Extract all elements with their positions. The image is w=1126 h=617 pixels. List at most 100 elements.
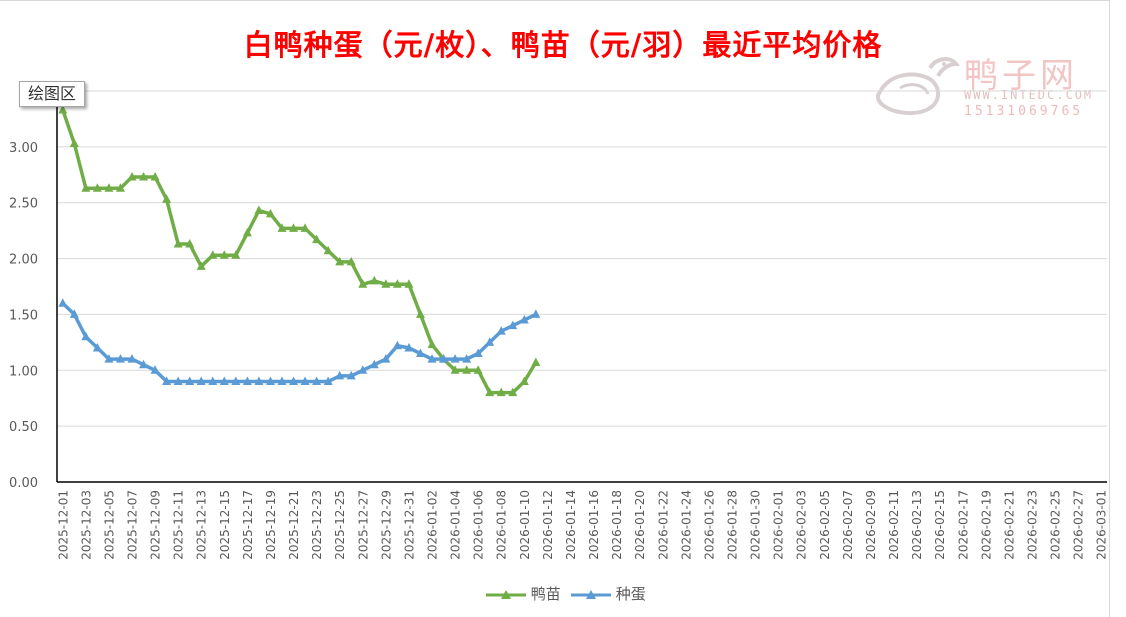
x-tick-label: 2026-01-18	[610, 490, 624, 560]
data-point-duckling	[450, 365, 460, 374]
data-point-egg	[496, 326, 506, 335]
data-point-duckling	[242, 227, 252, 237]
y-tick-label: 2.50	[9, 197, 38, 212]
legend-egg-marker-icon	[571, 589, 611, 599]
data-point-egg	[508, 320, 518, 330]
data-point-duckling	[346, 256, 356, 266]
x-tick-label: 2026-01-20	[633, 490, 647, 560]
legend[interactable]: 鸭苗 种蛋	[0, 584, 1126, 604]
data-point-duckling	[150, 172, 160, 181]
legend-duckling-label: 鸭苗	[530, 585, 561, 603]
data-point-egg	[392, 340, 402, 350]
data-point-egg	[427, 354, 437, 363]
data-point-egg	[289, 376, 299, 385]
y-tick-label: 3.00	[9, 141, 38, 156]
data-point-egg	[58, 298, 68, 307]
x-tick-label: 2026-02-17	[956, 490, 970, 560]
data-point-egg	[150, 365, 160, 374]
x-tick-label: 2026-03-01	[1095, 490, 1109, 560]
data-point-duckling	[473, 365, 483, 374]
data-point-egg	[358, 365, 368, 374]
x-tick-label: 2026-01-22	[656, 490, 670, 560]
plot-area-tooltip[interactable]: 绘图区	[19, 81, 85, 107]
y-tick-label: 2.00	[9, 253, 38, 268]
data-point-egg	[404, 342, 414, 352]
data-point-duckling	[462, 365, 472, 374]
data-point-duckling	[312, 234, 322, 244]
y-tick-label: 1.50	[9, 308, 38, 323]
x-tick-label: 2026-01-10	[518, 490, 532, 560]
data-point-duckling	[81, 183, 91, 192]
x-tick-label: 2026-02-07	[841, 490, 855, 560]
data-point-duckling	[392, 279, 402, 288]
x-tick-label: 2025-12-27	[356, 490, 370, 560]
x-tick-label: 2025-12-09	[149, 490, 163, 560]
data-point-duckling	[496, 387, 506, 397]
x-tick-label: 2026-02-01	[772, 490, 786, 560]
data-point-duckling	[127, 172, 137, 181]
data-point-egg	[265, 376, 275, 385]
data-point-duckling	[323, 245, 333, 255]
data-point-egg	[335, 370, 345, 380]
data-point-duckling	[519, 376, 529, 385]
x-tick-label: 2026-01-16	[587, 490, 601, 560]
gridlines	[57, 90, 1107, 427]
data-point-duckling	[173, 239, 183, 248]
x-tick-label: 2026-02-09	[864, 490, 878, 560]
y-axis-tick-labels: 0.000.501.001.502.002.503.003	[9, 85, 38, 491]
data-point-duckling	[254, 205, 264, 215]
data-point-duckling	[369, 275, 379, 285]
data-point-duckling	[231, 250, 241, 259]
data-point-egg	[219, 376, 229, 385]
data-point-egg	[485, 337, 495, 346]
legend-item-egg[interactable]: 种蛋	[571, 584, 646, 604]
data-point-egg	[300, 376, 310, 385]
x-tick-label: 2026-01-28	[726, 490, 740, 560]
x-tick-label: 2026-02-23	[1026, 490, 1040, 560]
y-tick-label: 1.00	[9, 364, 38, 379]
chart-title: 白鸭种蛋（元/枚）、鸭苗（元/羽）最近平均价格	[243, 28, 883, 62]
data-point-duckling	[277, 223, 287, 232]
data-point-duckling	[485, 387, 495, 397]
x-tick-label: 2026-02-27	[1072, 490, 1086, 560]
x-tick-label: 2025-12-15	[218, 490, 232, 560]
data-point-duckling	[185, 239, 195, 248]
duck-logo-icon	[875, 57, 961, 115]
x-tick-label: 2026-02-11	[887, 490, 901, 560]
data-point-duckling	[381, 279, 391, 288]
chart-frame-right-border	[1109, 0, 1110, 617]
data-point-egg	[346, 370, 356, 380]
data-point-egg	[127, 354, 137, 363]
legend-duckling-marker-icon	[486, 589, 526, 599]
data-point-egg	[139, 359, 149, 369]
x-tick-label: 2025-12-29	[379, 490, 393, 560]
data-point-egg	[242, 376, 252, 385]
data-point-egg	[92, 342, 102, 352]
x-tick-label: 2026-01-14	[564, 490, 578, 560]
x-tick-label: 2025-12-03	[79, 490, 93, 560]
data-point-egg	[439, 354, 449, 363]
data-point-egg	[115, 354, 125, 363]
x-tick-label: 2025-12-21	[287, 490, 301, 560]
data-point-duckling	[335, 256, 345, 266]
x-axis-tick-labels: 2025-12-01 2025-12-03 2025-12-05 2025-12-07…	[56, 490, 1108, 560]
data-point-egg	[450, 354, 460, 363]
data-point-duckling	[265, 208, 275, 218]
y-tick-label: 0.00	[9, 476, 38, 491]
watermark-phone: 15131069765	[964, 104, 1084, 119]
data-point-duckling	[404, 279, 414, 288]
data-point-egg	[231, 376, 241, 385]
data-point-egg	[81, 331, 91, 341]
data-point-egg	[415, 348, 425, 358]
x-tick-label: 2025-12-01	[56, 490, 70, 560]
data-point-duckling	[58, 104, 68, 114]
data-point-egg	[162, 376, 172, 385]
x-tick-label: 2025-12-13	[195, 490, 209, 560]
data-point-duckling	[115, 183, 125, 192]
data-point-egg	[173, 376, 183, 385]
legend-item-duckling[interactable]: 鸭苗	[486, 584, 561, 604]
data-point-egg	[69, 309, 79, 318]
data-point-duckling	[300, 223, 310, 232]
x-tick-label: 2026-02-05	[818, 490, 832, 560]
